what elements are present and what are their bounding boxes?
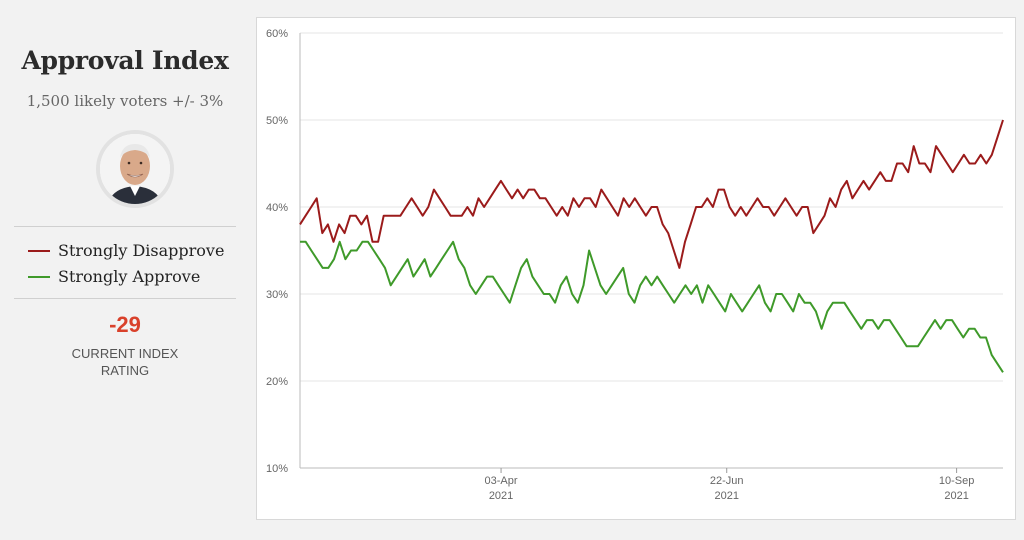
index-label-line1: CURRENT INDEX xyxy=(71,346,179,361)
divider xyxy=(14,226,236,227)
series-line-strongly-approve xyxy=(300,240,1004,373)
y-tick-label: 50% xyxy=(266,115,288,127)
index-label-line2: RATING xyxy=(100,363,150,378)
x-tick-label: 10-Sep xyxy=(939,475,974,487)
person-portrait-icon xyxy=(96,130,174,208)
legend-swatch-disapprove xyxy=(28,249,50,252)
x-tick-sublabel: 2021 xyxy=(944,490,968,502)
series-line-strongly-disapprove xyxy=(299,119,1004,269)
panel-title: Approval Index xyxy=(21,46,229,75)
y-tick-label: 30% xyxy=(266,289,288,301)
x-tick-label: 03-Apr xyxy=(485,475,518,487)
legend-swatch-approve xyxy=(28,275,50,278)
x-tick-sublabel: 2021 xyxy=(714,490,738,502)
y-tick-label: 40% xyxy=(266,202,288,214)
legend-item-disapprove: Strongly Disapprove xyxy=(28,241,224,260)
x-tick-sublabel: 2021 xyxy=(489,490,513,502)
legend-item-approve: Strongly Approve xyxy=(28,267,200,286)
approval-line-chart: 10% 20% 30% 40% 50% 60% 03-Apr 2021 22-Jun 2021 10… xyxy=(266,28,1004,502)
sidebar: Approval Index 1,500 likely voters +/- 3… xyxy=(0,0,250,540)
x-tick-label: 22-Jun xyxy=(710,475,744,487)
y-tick-label: 60% xyxy=(266,28,288,40)
y-tick-label: 20% xyxy=(266,376,288,388)
chart-panel: 10% 20% 30% 40% 50% 60% 03-Apr 2021 22-Jun 2021 10… xyxy=(256,17,1016,520)
current-index-value: -29 xyxy=(109,312,141,337)
legend-label-disapprove: Strongly Disapprove xyxy=(58,241,225,260)
y-tick-label: 10% xyxy=(266,463,288,475)
legend-label-approve: Strongly Approve xyxy=(58,267,201,286)
divider xyxy=(14,298,236,299)
panel-subtitle: 1,500 likely voters +/- 3% xyxy=(26,92,224,110)
current-index-label: CURRENT INDEX RATING xyxy=(0,345,250,379)
